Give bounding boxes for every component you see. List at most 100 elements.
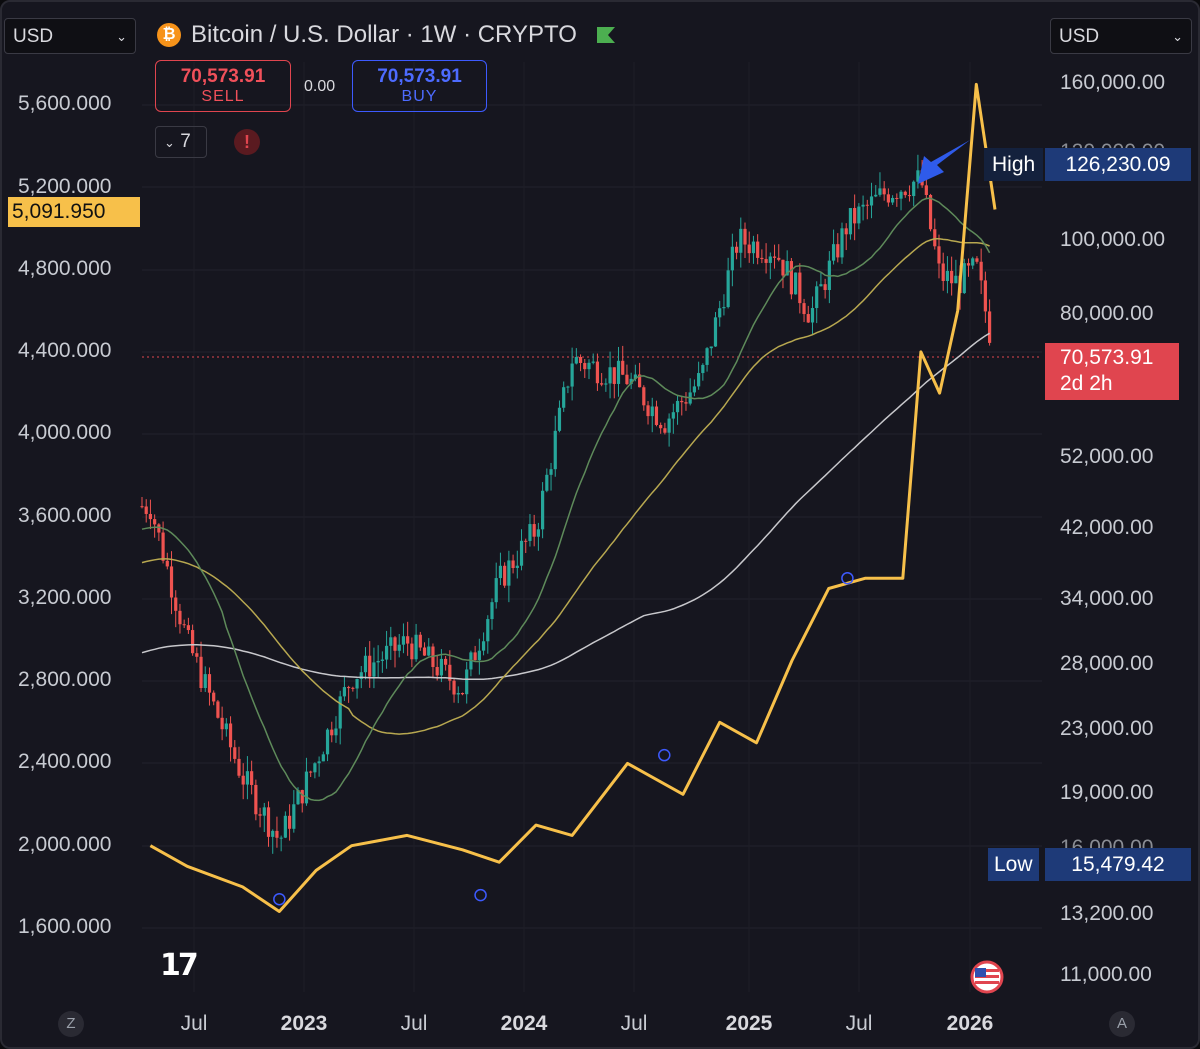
candle-body	[827, 260, 831, 291]
high-label: High	[984, 148, 1044, 181]
zoom-reset-button[interactable]: Z	[58, 1011, 84, 1037]
symbol-title: Bitcoin / U.S. Dollar · 1W · CRYPTO	[191, 21, 577, 48]
candle-body	[511, 560, 515, 568]
candle-body	[279, 837, 283, 839]
candle-body	[937, 246, 941, 264]
candle-body	[680, 400, 684, 403]
candle-body	[275, 830, 279, 838]
candle-body	[549, 469, 553, 475]
candle-body	[574, 356, 578, 364]
candle-body	[304, 771, 309, 804]
left-axis-tick: 2,400.000	[18, 750, 112, 773]
candle-body	[612, 367, 616, 384]
candle-body	[637, 374, 642, 388]
candle-body	[220, 717, 224, 730]
candle-body	[578, 356, 583, 364]
candle-body	[153, 519, 157, 525]
sell-button[interactable]: 70,573.91 SELL	[155, 60, 291, 112]
candle-body	[903, 191, 907, 196]
candle-body	[258, 814, 262, 816]
candle-body	[734, 246, 739, 253]
right-axis-tick: 13,200.00	[1060, 902, 1154, 925]
candle-body	[760, 257, 764, 260]
candle-body	[591, 361, 595, 363]
candle-body	[671, 412, 675, 419]
event-marker[interactable]	[474, 888, 487, 902]
candle-body	[916, 170, 920, 182]
candle-body	[566, 386, 570, 388]
indicators-toggle-button[interactable]: ⌄ 7	[155, 126, 207, 158]
market-flag-icon	[596, 27, 615, 43]
candle-body	[199, 656, 203, 689]
candle-body	[553, 430, 557, 470]
us-flag-icon[interactable]	[970, 960, 1004, 994]
candle-body	[178, 610, 182, 625]
candle-body	[224, 723, 228, 730]
candle-body	[216, 701, 220, 718]
currency-select-left[interactable]: USD ⌄	[4, 18, 136, 54]
candle-body	[823, 284, 827, 291]
candlestick-series	[140, 154, 992, 854]
candle-body	[764, 259, 768, 263]
candle-body	[945, 270, 950, 282]
indicator-count: 7	[180, 131, 191, 152]
left-axis-tick: 5,200.000	[18, 175, 112, 198]
overlay-series-line	[149, 82, 997, 913]
candle-body	[384, 645, 389, 660]
candle-body	[174, 597, 178, 611]
candle-body	[583, 363, 587, 370]
candle-body	[751, 241, 756, 254]
candle-body	[271, 830, 275, 837]
candle-body	[975, 258, 979, 262]
last-price-value: 70,573.91	[1060, 346, 1154, 369]
event-marker[interactable]	[658, 748, 671, 762]
candle-body	[490, 602, 494, 620]
candle-body	[519, 540, 524, 566]
candle-body	[840, 228, 844, 258]
candle-body	[861, 204, 865, 207]
candle-body	[401, 636, 406, 645]
right-axis-tick: 160,000.00	[1060, 71, 1166, 94]
x-axis-label: Jul	[180, 1012, 208, 1035]
candle-body	[650, 406, 654, 417]
candle-body	[380, 659, 384, 661]
candle-body	[144, 506, 148, 514]
candle-body	[616, 360, 621, 384]
candle-body	[659, 424, 663, 429]
candle-body	[743, 228, 747, 245]
candle-body	[836, 244, 840, 258]
candle-body	[503, 565, 507, 586]
symbol-header[interactable]: ₿ Bitcoin / U.S. Dollar · 1W · CRYPTO	[157, 18, 617, 52]
candle-body	[347, 687, 351, 689]
candle-body	[351, 687, 355, 689]
event-marker[interactable]	[841, 571, 854, 585]
candle-body	[730, 246, 734, 271]
candle-body	[718, 308, 722, 318]
candle-body	[557, 407, 562, 431]
candle-body	[587, 362, 591, 370]
warning-icon[interactable]: !	[234, 129, 260, 155]
right-axis-tick: 100,000.00	[1060, 228, 1166, 251]
x-axis-label: 2026	[946, 1012, 994, 1035]
currency-select-right[interactable]: USD ⌄	[1050, 18, 1192, 54]
candle-body	[933, 229, 937, 247]
candle-body	[165, 560, 169, 567]
candle-body	[494, 578, 498, 603]
high-value: 126,230.09	[1045, 148, 1191, 181]
candle-body	[422, 647, 427, 656]
candle-body	[515, 565, 519, 568]
candle-body	[317, 761, 321, 764]
candle-body	[207, 674, 212, 693]
candle-body	[342, 687, 347, 697]
candle-body	[355, 678, 359, 689]
candle-body	[865, 204, 869, 206]
candle-body	[191, 630, 195, 654]
auto-scale-button[interactable]: A	[1109, 1011, 1135, 1037]
candle-body	[498, 565, 503, 579]
candle-body	[465, 669, 469, 695]
candle-body	[882, 188, 886, 195]
event-marker[interactable]	[273, 892, 286, 906]
buy-button[interactable]: 70,573.91 BUY	[352, 60, 487, 112]
